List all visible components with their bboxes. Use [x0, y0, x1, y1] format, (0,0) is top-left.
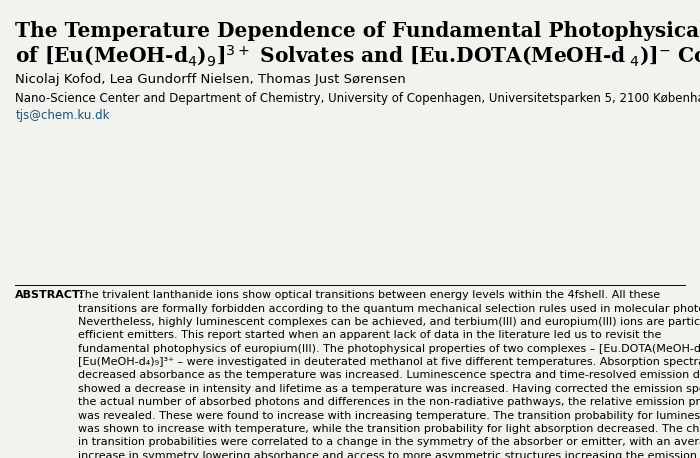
Text: The trivalent lanthanide ions show optical transitions between energy levels wit: The trivalent lanthanide ions show optic…: [78, 290, 700, 458]
Text: The Temperature Dependence of Fundamental Photophysical Properties: The Temperature Dependence of Fundamenta…: [15, 21, 700, 41]
Text: of [Eu(MeOH-d$_4$)$_9$]$^{3+}$ Solvates and [Eu.DOTA(MeOH-d$_{\ 4}$)]$^{-}$ Comp: of [Eu(MeOH-d$_4$)$_9$]$^{3+}$ Solvates …: [15, 44, 700, 70]
Text: Nano-Science Center and Department of Chemistry, University of Copenhagen, Unive: Nano-Science Center and Department of Ch…: [15, 92, 700, 104]
Text: tjs@chem.ku.dk: tjs@chem.ku.dk: [15, 109, 110, 122]
Text: ABSTRACT:: ABSTRACT:: [15, 290, 85, 300]
Text: Nicolaj Kofod, Lea Gundorff Nielsen, Thomas Just Sørensen: Nicolaj Kofod, Lea Gundorff Nielsen, Tho…: [15, 73, 406, 86]
